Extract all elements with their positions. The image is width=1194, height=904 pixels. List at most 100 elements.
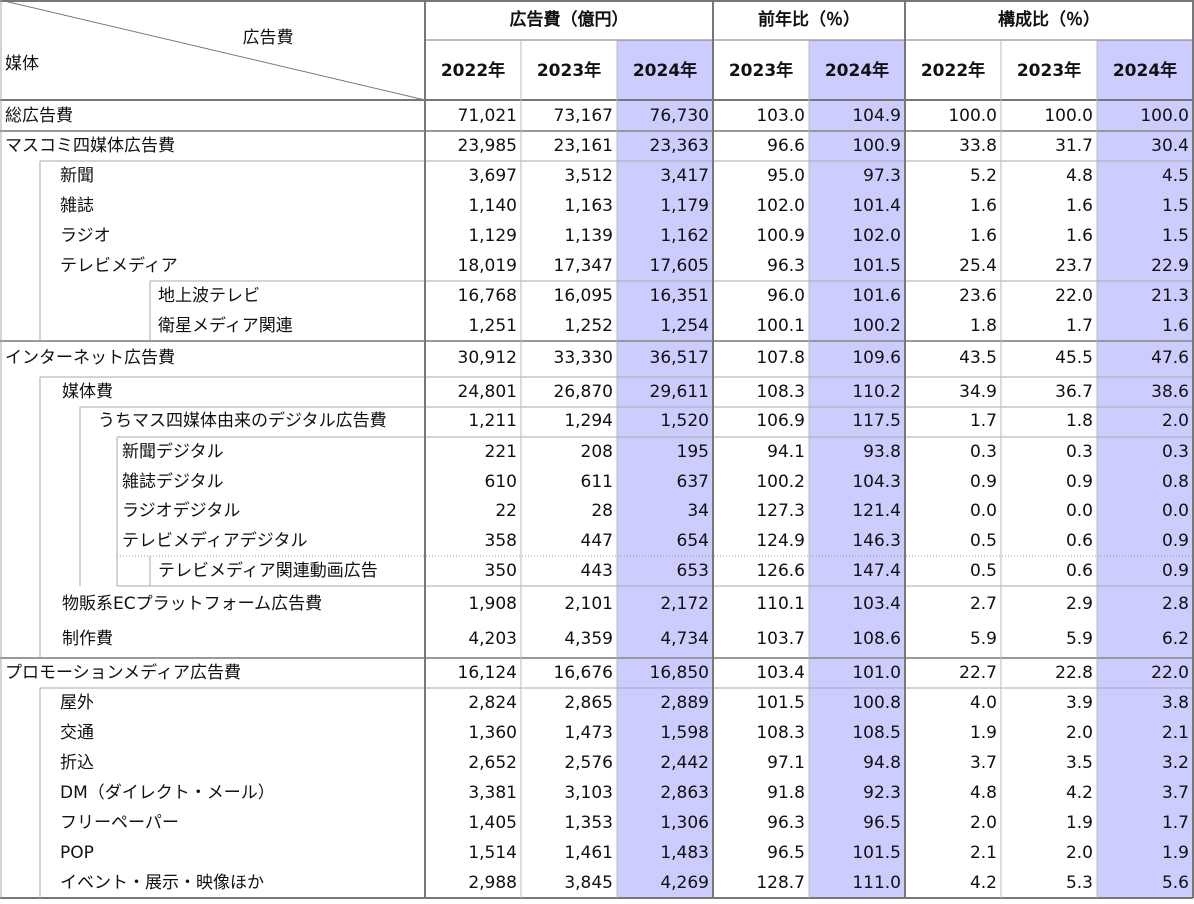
cell-value: 94.8 [863,753,901,773]
year-header: 2023年 [537,60,601,81]
cell-value: 110.1 [756,594,805,614]
row-label: 雑誌デジタル [122,471,224,492]
cell-value: 0.0 [1066,501,1093,521]
cell-value: 95.0 [767,166,805,186]
row-label: 媒体費 [62,382,113,402]
row-label: テレビメディア [60,255,178,276]
cell-value: 1,598 [660,723,709,743]
corner-top: 広告費 [243,28,294,48]
cell-value: 101.5 [852,256,901,276]
row-label: プロモーションメディア広告費 [5,662,241,683]
cell-value: 0.6 [1066,561,1093,581]
cell-value: 1,251 [468,316,517,336]
cell-value: 23,985 [458,136,517,156]
cell-value: 103.7 [756,629,805,649]
cell-value: 22.8 [1055,663,1093,683]
cell-value: 16,850 [650,663,709,683]
cell-value: 1,140 [468,196,517,216]
row-label: フリーペーパー [60,813,179,833]
cell-value: 25.4 [959,256,997,276]
row-label: POP [60,843,94,863]
row-label: うちマス四媒体由来のデジタル広告費 [98,410,387,431]
cell-value: 4.5 [1162,166,1189,186]
cell-value: 100.0 [1140,106,1189,126]
cell-value: 17,605 [650,256,709,276]
cell-value: 107.8 [756,348,805,368]
cell-value: 1,179 [660,196,709,216]
cell-value: 1,211 [468,411,517,431]
cell-value: 17,347 [554,256,613,276]
cell-value: 0.9 [970,472,997,492]
cell-value: 2,865 [564,693,613,713]
cell-value: 101.6 [852,286,901,306]
cell-value: 96.0 [767,286,805,306]
row-label: 交通 [60,723,94,743]
cell-value: 0.0 [970,501,997,521]
cell-value: 2.0 [970,813,997,833]
cell-value: 4.8 [1066,166,1093,186]
cell-value: 5.9 [1066,629,1093,649]
cell-value: 71,021 [458,106,517,126]
cell-value: 96.5 [767,843,805,863]
cell-value: 38.6 [1151,382,1189,402]
cell-value: 23.6 [959,286,997,306]
cell-value: 102.0 [852,226,901,246]
cell-value: 5.3 [1066,873,1093,893]
cell-value: 16,768 [458,286,517,306]
cell-value: 1,473 [564,723,613,743]
cell-value: 6.2 [1162,629,1189,649]
cell-value: 2.0 [1162,411,1189,431]
year-header: 2023年 [1017,60,1081,81]
cell-value: 100.1 [756,316,805,336]
cell-value: 100.8 [852,693,901,713]
cell-value: 110.2 [852,382,901,402]
row-label: テレビメディアデジタル [122,530,307,551]
cell-value: 31.7 [1055,136,1093,156]
cell-value: 3.7 [970,753,997,773]
group-header: 広告費（億円） [510,9,629,30]
cell-value: 1,139 [564,226,613,246]
cell-value: 1,163 [564,196,613,216]
cell-value: 1.6 [1066,196,1093,216]
row-label: 新聞 [60,166,94,186]
row-label: 折込 [60,753,94,773]
cell-value: 1.6 [1066,226,1093,246]
cell-value: 33,330 [554,348,613,368]
cell-value: 104.3 [852,472,901,492]
cell-value: 22 [495,501,517,521]
cell-value: 103.4 [852,594,901,614]
cell-value: 34.9 [959,382,997,402]
cell-value: 26,870 [554,382,613,402]
cell-value: 1,461 [564,843,613,863]
cell-value: 109.6 [852,348,901,368]
cell-value: 221 [485,442,517,462]
cell-value: 45.5 [1055,348,1093,368]
cell-value: 97.3 [863,166,901,186]
cell-value: 4,269 [660,873,709,893]
cell-value: 1,252 [564,316,613,336]
cell-value: 101.5 [756,693,805,713]
cell-value: 2.0 [1066,843,1093,863]
cell-value: 350 [485,561,517,581]
cell-value: 108.6 [852,629,901,649]
cell-value: 96.5 [863,813,901,833]
cell-value: 1.7 [1066,316,1093,336]
cell-value: 4,203 [468,629,517,649]
row-label: ラジオデジタル [122,500,240,521]
cell-value: 1,520 [660,411,709,431]
row-label: 雑誌 [60,196,94,216]
cell-value: 358 [485,531,517,551]
cell-value: 91.8 [767,783,805,803]
cell-value: 117.5 [852,411,901,431]
cell-value: 3.2 [1162,753,1189,773]
cell-value: 1.7 [970,411,997,431]
highlight-column [617,40,713,898]
row-label: マスコミ四媒体広告費 [5,136,175,156]
cell-value: 23.7 [1055,256,1093,276]
cell-value: 108.3 [756,382,805,402]
cell-value: 128.7 [756,873,805,893]
cell-value: 3.8 [1162,693,1189,713]
row-label: 制作費 [62,629,113,649]
cell-value: 92.3 [863,783,901,803]
cell-value: 0.3 [1066,442,1093,462]
